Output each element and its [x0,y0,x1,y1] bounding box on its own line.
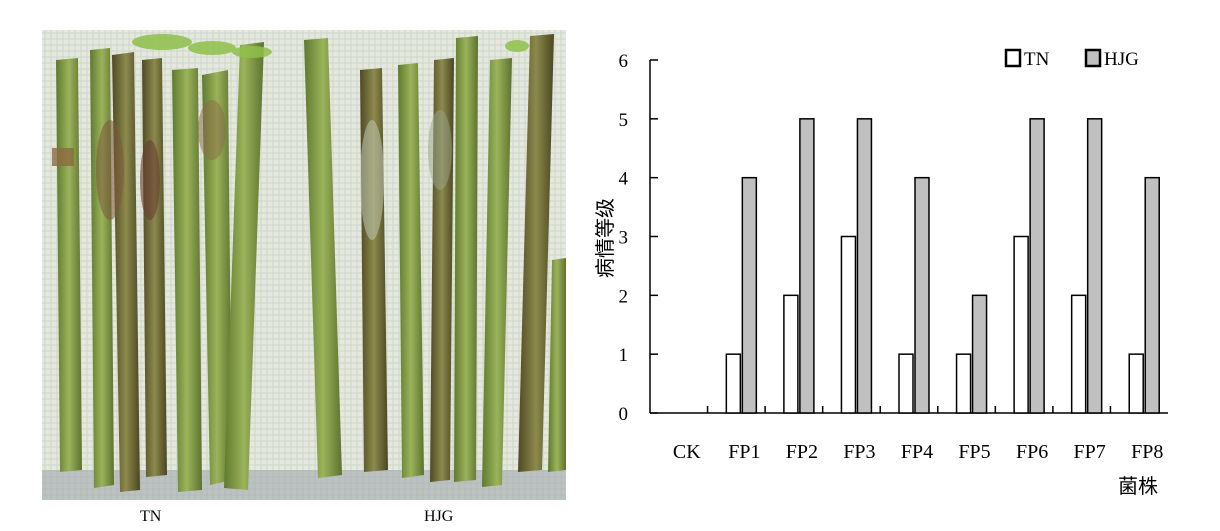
y-tick-label: 4 [619,169,629,190]
leaf-sprouts [132,34,529,58]
bar-hjg-fp8 [1144,176,1160,414]
bar-hjg-fp5 [971,294,988,414]
x-tick-label: FP7 [1074,441,1106,463]
bar-hjg-fp7 [1086,118,1103,414]
bar-tn-fp1 [725,353,742,414]
photo-caption-tn: TN [140,508,162,525]
legend-label-hjg: HJG [1104,49,1139,70]
bar-hjg-fp1 [741,176,758,414]
x-tick-label: FP6 [1016,441,1048,463]
bar-tn-fp2 [783,294,799,414]
tn-stems [52,42,264,492]
bar-tn-fp3 [840,235,857,414]
legend-label-tn: TN [1024,49,1050,70]
y-tick-label: 1 [619,345,629,366]
disease-grade-chart: 0 1 2 3 4 5 6 CK FP1 FP2 FP3 FP4 FP5 FP6 FP7 FP8 病情等级 菌株 … [590,40,1210,510]
x-tick-label: FP2 [786,441,818,463]
y-tick-label: 2 [619,286,629,307]
bar-tn-fp5 [955,353,972,414]
x-tick-label: CK [673,441,701,463]
bar-hjg-fp6 [1029,118,1045,414]
y-tick-label: 5 [619,110,629,131]
chart-bars [725,118,1160,414]
x-tick-label: FP3 [843,441,875,463]
legend-swatch-tn [1004,48,1022,68]
x-tick-label: FP1 [728,441,760,463]
bar-hjg-fp4 [914,176,930,414]
chart-legend: TN HJG [1004,48,1139,70]
x-axis-label: 菌株 [1118,475,1158,498]
bar-tn-fp6 [1013,235,1029,414]
photo-caption-hjg: HJG [424,508,454,525]
stem-photo: TN HJG [42,30,566,525]
bar-tn-fp4 [898,353,914,414]
x-tick-label: FP5 [958,441,990,463]
x-tick-label: FP4 [901,441,933,463]
x-tick-label: FP8 [1131,441,1163,463]
y-tick-label: 6 [619,51,629,72]
stem-photo-image [42,30,566,500]
bar-tn-fp7 [1070,294,1087,414]
bar-hjg-fp2 [799,118,815,414]
bar-tn-fp8 [1128,353,1144,414]
legend-swatch-hjg [1084,48,1102,68]
y-tick-label: 0 [619,404,629,425]
y-tick-label: 3 [619,228,629,249]
bar-hjg-fp3 [856,118,873,414]
y-axis-label: 病情等级 [594,198,617,278]
hjg-stems [304,34,566,487]
